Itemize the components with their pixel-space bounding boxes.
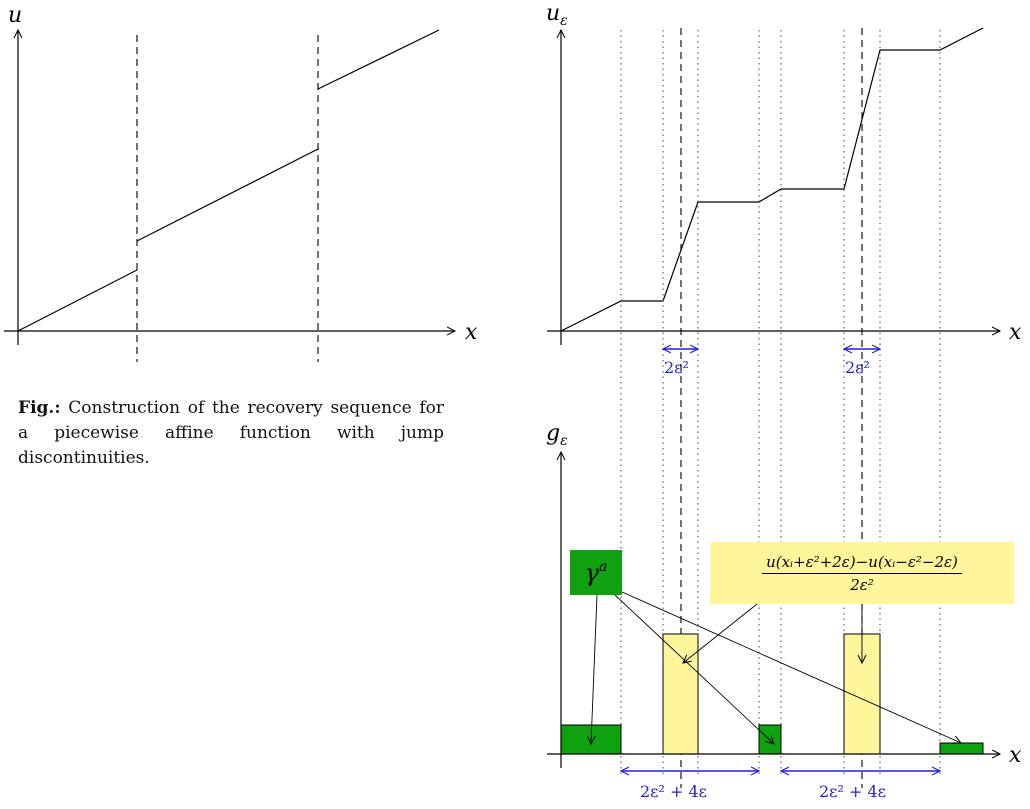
guide-lines xyxy=(620,28,941,788)
rt-y-label: uε xyxy=(546,1,568,29)
rt-interval-label-2: 2ε² xyxy=(845,358,870,377)
rt-recovery-curve xyxy=(560,27,984,332)
rb-x-label: x xyxy=(1009,743,1022,768)
formula-denominator: 2ε² xyxy=(850,575,874,594)
left-plot: u x xyxy=(4,3,478,362)
caption-text: Construction of the recovery sequence fo… xyxy=(18,398,444,468)
rb-y-label: gε xyxy=(546,421,568,449)
gamma-arrow-1 xyxy=(591,594,598,744)
formula-arrow-1 xyxy=(683,603,758,663)
rt-interval-label-1: 2ε² xyxy=(664,358,689,377)
gamma-superscript: a xyxy=(598,558,608,575)
formula-label-box: u(xᵢ+ε²+2ε)−u(xᵢ−ε²−2ε) 2ε² xyxy=(710,542,1014,604)
yellow-bar-1 xyxy=(662,633,699,755)
green-bar-2 xyxy=(758,724,782,755)
left-x-label: x xyxy=(465,320,478,345)
left-segment-3 xyxy=(317,29,440,90)
gamma-symbol: γ xyxy=(584,558,599,587)
rb-interval-label-1: 2ε² + 4ε xyxy=(640,782,707,801)
left-y-label: u xyxy=(8,3,22,28)
caption-lead: Fig.: xyxy=(18,398,61,418)
right-bottom-plot: gε x 2ε² + 4ε 2ε² + 4ε xyxy=(546,421,1022,801)
gamma-arrow-3 xyxy=(621,591,961,743)
figure-caption: Fig.: Construction of the recovery seque… xyxy=(18,396,444,471)
left-segment-1 xyxy=(17,269,138,332)
right-top-plot: uε x 2ε² 2ε² xyxy=(546,1,1022,377)
left-segment-2 xyxy=(136,148,319,242)
rt-x-label: x xyxy=(1009,320,1022,345)
formula-numerator: u(xᵢ+ε²+2ε)−u(xᵢ−ε²−2ε) xyxy=(762,553,962,574)
gamma-arrow-2 xyxy=(614,594,774,744)
green-bar-3 xyxy=(939,742,984,755)
rb-interval-label-2: 2ε² + 4ε xyxy=(819,782,886,801)
